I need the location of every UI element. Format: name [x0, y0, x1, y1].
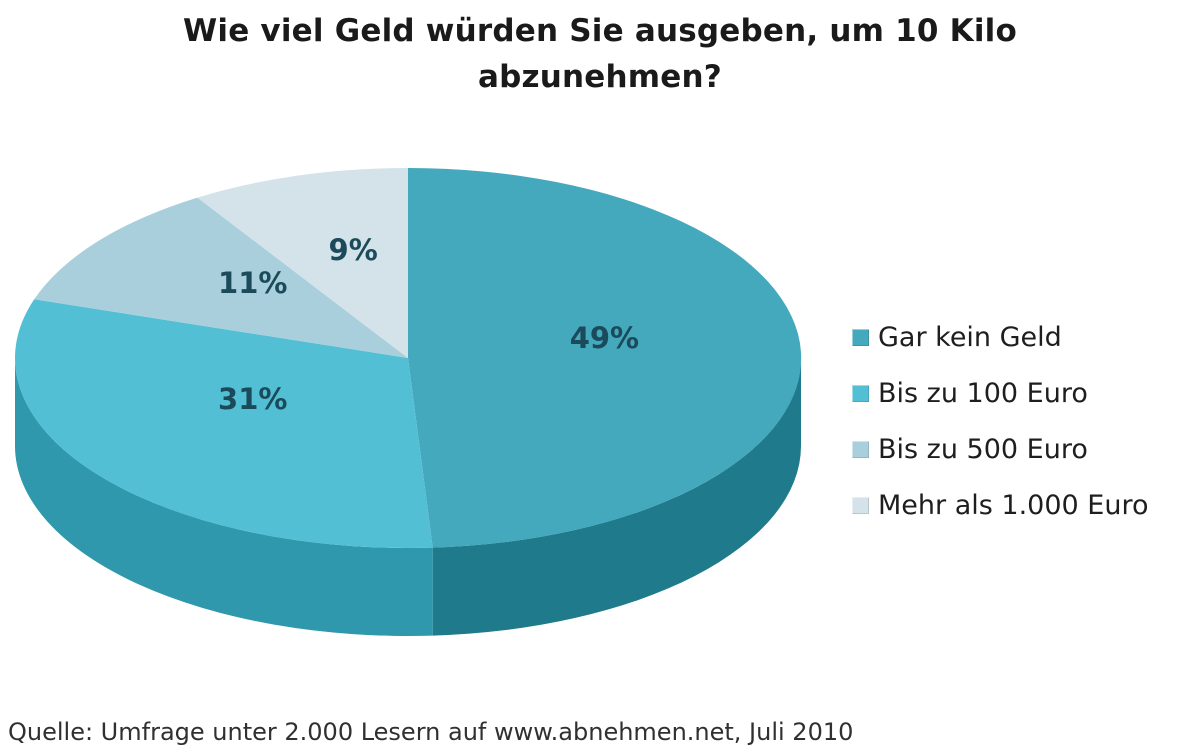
- legend-swatch-bis-zu-100-euro: [852, 384, 869, 402]
- pie-chart-area: 49% 31% 11% 9%: [0, 150, 820, 650]
- pie-slice-side: [15, 358, 433, 637]
- chart-title-line2: abzunehmen?: [478, 59, 722, 95]
- legend-item-bis-zu-100-euro: Bis zu 100 Euro: [852, 376, 1148, 410]
- legend-swatch-gar-kein-geld: [852, 328, 869, 346]
- pie-slice: [408, 167, 802, 548]
- pie-slice-label: 9%: [329, 233, 378, 267]
- legend-item-bis-zu-500-euro: Bis zu 500 Euro: [852, 432, 1148, 466]
- pie-slice-label: 11%: [218, 266, 287, 300]
- legend-swatch-mehr-als-1000-euro: [852, 496, 869, 514]
- legend: Gar kein Geld Bis zu 100 Euro Bis zu 500…: [852, 320, 1148, 544]
- pie-slice: [34, 197, 408, 358]
- legend-item-gar-kein-geld: Gar kein Geld: [852, 320, 1148, 354]
- legend-label-mehr-als-1000-euro: Mehr als 1.000 Euro: [878, 489, 1149, 521]
- pie-slice-side: [432, 358, 801, 636]
- legend-label-gar-kein-geld: Gar kein Geld: [878, 321, 1062, 353]
- legend-item-mehr-als-1000-euro: Mehr als 1.000 Euro: [852, 488, 1148, 522]
- pie-slice-label: 31%: [218, 382, 287, 416]
- pie-slice: [197, 168, 408, 358]
- legend-label-bis-zu-500-euro: Bis zu 500 Euro: [878, 433, 1088, 465]
- chart-title-line1: Wie viel Geld würden Sie ausgeben, um 10…: [182, 13, 1017, 49]
- legend-label-bis-zu-100-euro: Bis zu 100 Euro: [878, 377, 1088, 409]
- legend-swatch-bis-zu-500-euro: [852, 440, 869, 458]
- pie-chart: 49% 31% 11% 9%: [14, 167, 802, 637]
- chart-title: Wie viel Geld würden Sie ausgeben, um 10…: [0, 8, 1200, 100]
- pie-slice-label: 49%: [570, 321, 639, 355]
- source-text: Quelle: Umfrage unter 2.000 Lesern auf w…: [8, 718, 854, 746]
- pie-slice: [14, 299, 433, 549]
